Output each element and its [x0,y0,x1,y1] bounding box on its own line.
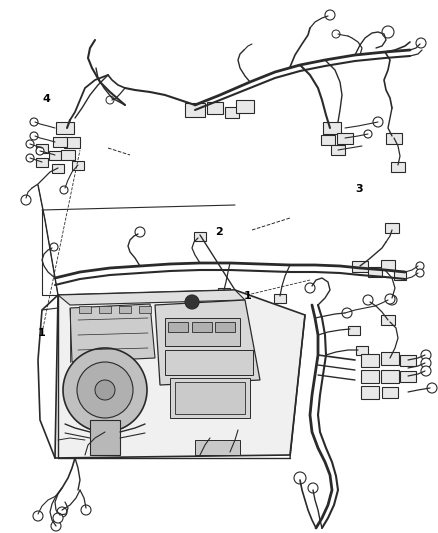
Circle shape [387,295,397,305]
Bar [381,369,399,383]
Circle shape [95,380,115,400]
Bar [192,322,212,332]
Bar [348,326,360,335]
Bar [385,223,399,233]
Bar [207,102,223,114]
Text: 2: 2 [215,227,223,237]
Circle shape [421,358,431,368]
Bar [56,122,74,134]
Circle shape [308,483,318,493]
Bar [381,260,395,270]
Text: 1: 1 [244,291,251,301]
Bar [72,160,84,169]
Circle shape [30,118,38,126]
Circle shape [332,30,340,38]
Circle shape [81,505,91,515]
Bar [337,133,353,143]
Bar [64,136,80,148]
Circle shape [385,294,395,304]
Circle shape [51,521,61,531]
Circle shape [364,130,372,138]
Bar [215,322,235,332]
Circle shape [63,348,147,432]
Text: 1: 1 [38,328,46,338]
Circle shape [21,195,31,205]
Bar [61,150,75,160]
Circle shape [53,513,63,523]
Circle shape [416,269,424,277]
Bar [99,306,111,313]
Bar [382,386,398,398]
Bar [139,306,151,313]
Bar [185,103,205,117]
Bar [119,306,131,313]
Circle shape [185,295,199,309]
Bar [236,100,254,112]
Bar [168,322,188,332]
Circle shape [421,366,431,376]
Bar [361,353,379,367]
Circle shape [33,511,43,521]
Bar [331,145,345,155]
Circle shape [60,186,68,194]
Bar [391,162,405,172]
Bar [394,271,406,279]
Bar [36,143,48,152]
Bar [175,382,245,414]
Circle shape [325,10,335,20]
Bar [356,345,368,354]
Circle shape [106,96,114,104]
Text: 3: 3 [355,184,363,194]
Bar [36,157,48,166]
Circle shape [305,283,315,293]
Bar [400,370,416,382]
Circle shape [30,132,38,140]
Circle shape [36,147,44,155]
Circle shape [57,507,67,517]
Bar [79,306,91,313]
Bar [165,350,253,375]
Bar [194,231,206,240]
Bar [90,420,120,455]
Bar [195,440,240,455]
Circle shape [427,383,437,393]
Bar [381,351,399,365]
Bar [49,150,61,159]
Bar [400,354,416,366]
Circle shape [342,308,352,318]
Bar [53,137,67,147]
Bar [170,378,250,418]
Bar [323,122,341,134]
Bar [218,287,230,296]
Polygon shape [70,304,155,362]
Bar [361,385,379,399]
Circle shape [77,362,133,418]
Circle shape [416,262,424,270]
Bar [274,294,286,303]
Bar [321,135,335,145]
Circle shape [416,38,426,48]
Circle shape [294,472,306,484]
Circle shape [382,26,394,38]
Bar [352,261,368,271]
Bar [386,133,402,143]
Bar [361,369,379,383]
Bar [368,267,382,277]
Circle shape [421,350,431,360]
Circle shape [363,295,373,305]
Circle shape [50,243,58,251]
Circle shape [373,117,383,127]
Polygon shape [155,300,260,385]
Polygon shape [58,290,245,305]
Bar [52,164,64,173]
Bar [225,107,239,117]
Bar [165,318,240,346]
Polygon shape [55,290,305,458]
Bar [381,315,395,325]
Text: 4: 4 [42,94,50,103]
Circle shape [135,227,145,237]
Circle shape [26,140,34,148]
Circle shape [26,154,34,162]
